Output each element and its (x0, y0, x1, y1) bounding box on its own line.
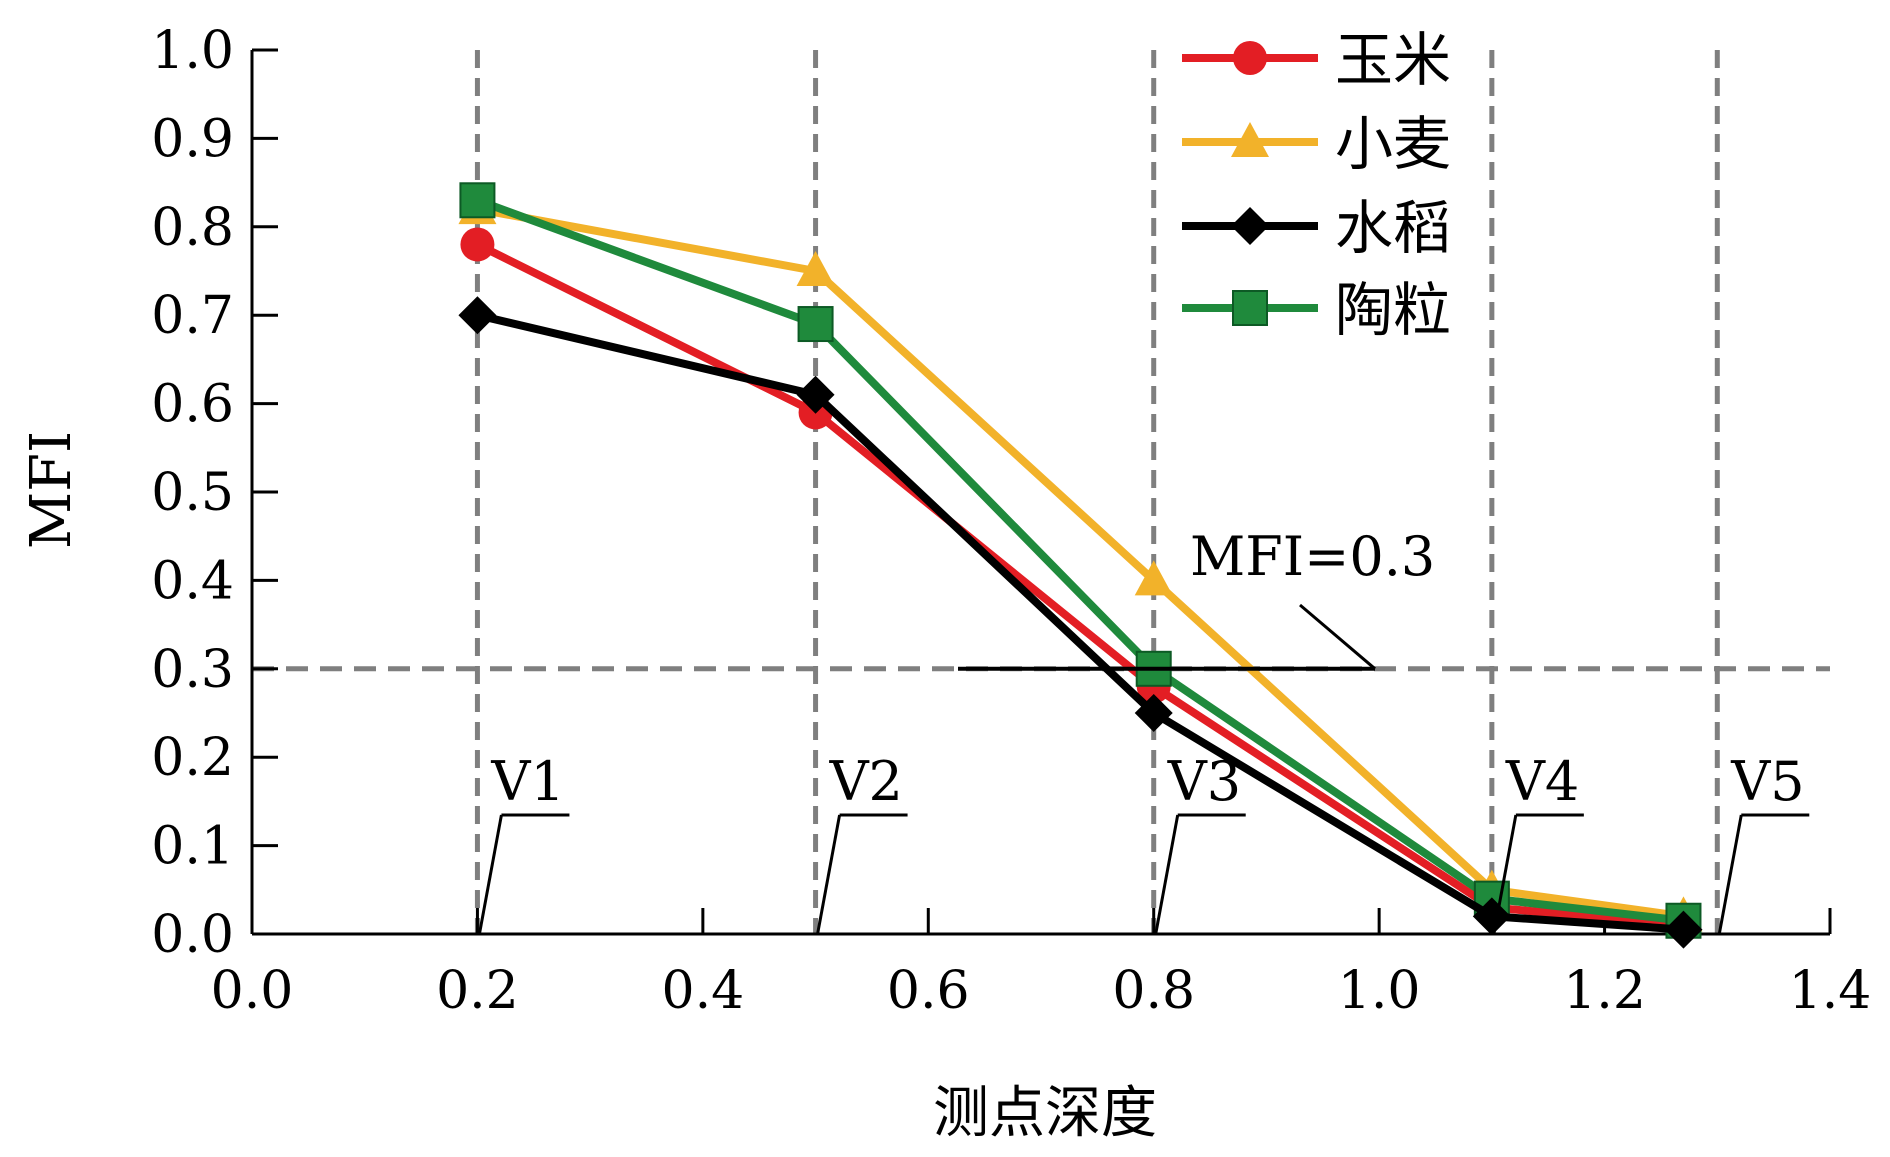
legend-label: 玉米 (1335, 26, 1451, 94)
x-tick-label: 0.6 (887, 961, 970, 1021)
y-tick-label: 0.8 (151, 198, 234, 258)
series-line (475, 240, 1684, 930)
annotations: MFI=0.3 V1 V2 V3 V4 V5 (477, 525, 1810, 935)
v-label-4: V4 (1505, 750, 1579, 813)
series-line (476, 196, 1684, 925)
y-axis-title: MFI (19, 431, 84, 549)
y-tick-label: 1.0 (151, 21, 234, 81)
data-point (1134, 560, 1173, 596)
y-tick-label: 0.5 (151, 463, 234, 523)
data-point (458, 296, 497, 335)
v-label-leader (477, 814, 503, 935)
data-point (1472, 897, 1511, 936)
legend-marker (1231, 207, 1269, 245)
series-3 (458, 296, 1703, 949)
v-label-leader (1492, 814, 1518, 935)
y-tick-label: 0.3 (151, 640, 234, 700)
y-tick-label: 0.4 (151, 551, 234, 611)
data-point (460, 227, 495, 262)
legend-item-3: 水稻 (1182, 194, 1451, 262)
threshold-label: MFI=0.3 (1190, 525, 1435, 588)
x-axis-title: 测点深度 (933, 1081, 1157, 1146)
x-tick-label: 0.2 (436, 961, 519, 1021)
legend-item-1: 玉米 (1182, 26, 1451, 94)
legend-marker (1231, 122, 1269, 157)
legend-item-2: 小麦 (1182, 110, 1451, 178)
series-layer (458, 182, 1703, 949)
x-tick-label: 0.4 (662, 961, 745, 1021)
y-tick-label: 0.6 (151, 375, 234, 435)
legend-marker (1233, 41, 1267, 75)
x-tick-label: 1.2 (1563, 961, 1646, 1021)
y-tick-label: 0.7 (151, 286, 234, 346)
series-line (476, 205, 1685, 921)
v-label-leader (1717, 814, 1743, 935)
data-point (1134, 694, 1173, 732)
legend-label: 小麦 (1335, 110, 1451, 178)
v-label-5: V5 (1730, 750, 1804, 813)
v-label-3: V3 (1167, 750, 1241, 813)
v-label-leader (816, 814, 842, 935)
x-tick-label: 1.4 (1789, 961, 1872, 1021)
y-tick-label: 0.1 (151, 817, 234, 877)
data-point (459, 182, 496, 219)
data-point (796, 251, 835, 286)
v-label-leader (1154, 814, 1180, 935)
data-point (797, 306, 834, 343)
x-tick-label: 0.8 (1112, 961, 1195, 1021)
legend-marker (1232, 290, 1268, 326)
y-tick-label: 0.0 (151, 905, 234, 965)
series-1 (460, 227, 1701, 943)
threshold-leader-diagonal (1299, 603, 1376, 670)
y-tick-label: 0.2 (151, 728, 234, 788)
legend-item-4: 陶粒 (1182, 276, 1451, 344)
x-tick-label: 0.0 (211, 961, 294, 1021)
axes: 0.0 0.2 0.4 0.6 0.8 1.0 1.2 1.4 0.0 0.1 0.2 0.3 0.4 0… (151, 21, 1871, 1021)
legend-label: 陶粒 (1335, 276, 1451, 344)
y-tick-label: 0.9 (151, 109, 234, 169)
legend-label: 水稻 (1335, 194, 1451, 262)
data-point (796, 375, 835, 414)
v-label-1: V1 (490, 750, 564, 813)
x-tick-label: 1.0 (1338, 961, 1421, 1021)
data-point (1664, 910, 1703, 949)
v-label-2: V2 (829, 750, 903, 813)
